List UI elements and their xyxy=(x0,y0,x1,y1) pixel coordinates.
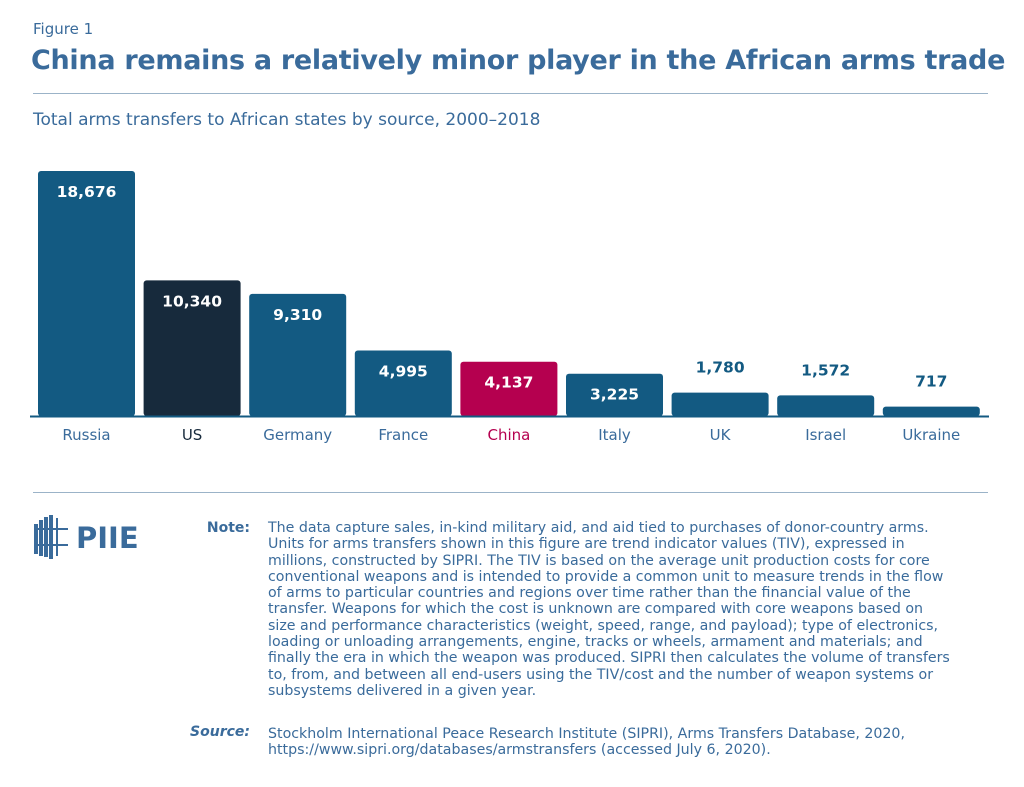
data-label: 3,225 xyxy=(590,386,639,404)
note-line: finally the era in which the weapon was … xyxy=(268,650,950,667)
category-label: France xyxy=(378,426,428,444)
source-label: Source: xyxy=(190,724,250,740)
chart-subtitle: Total arms transfers to African states b… xyxy=(33,110,541,130)
note-line: transfer. Weapons for which the cost is … xyxy=(268,601,924,618)
category-label: Russia xyxy=(62,426,110,444)
bar-china xyxy=(460,361,558,416)
category-label: Italy xyxy=(598,426,631,444)
category-label: China xyxy=(487,426,530,444)
data-label: 1,572 xyxy=(801,361,850,379)
note-line: conventional weapons and is intended to … xyxy=(268,568,944,585)
note-line: to, from, and between all end-users usin… xyxy=(268,666,934,683)
bar-uk xyxy=(671,392,769,416)
note-line: The data capture sales, in-kind military… xyxy=(268,520,929,536)
category-label: UK xyxy=(710,426,732,444)
bar-italy xyxy=(566,373,663,416)
note-line: size and performance characteristics (we… xyxy=(268,617,939,634)
bar-us xyxy=(143,280,241,416)
data-label: 10,340 xyxy=(162,292,222,310)
chart-title: China remains a relatively minor player … xyxy=(31,45,1006,76)
data-label: 4,137 xyxy=(484,374,533,392)
note-line: Units for arms transfers shown in this f… xyxy=(268,536,905,553)
note-line: subsystems delivered in a given year. xyxy=(268,682,537,699)
figure-label: Figure 1 xyxy=(33,20,94,38)
source-line: Stockholm International Peace Research I… xyxy=(268,726,905,742)
data-label: 4,995 xyxy=(379,362,428,380)
category-label: Ukraine xyxy=(902,426,960,444)
bar-israel xyxy=(777,395,875,416)
source-line: https://www.sipri.org/databases/armstran… xyxy=(268,742,771,759)
data-label: 18,676 xyxy=(57,183,117,201)
data-label: 1,780 xyxy=(696,359,745,377)
category-label: US xyxy=(182,426,203,444)
divider xyxy=(33,492,988,493)
bar-chart: 18,676 Russia 10,340 US 9,310 Germany 4,995 Fra… xyxy=(30,171,989,444)
data-label: 717 xyxy=(915,373,947,391)
category-label: Israel xyxy=(805,426,846,444)
bar-france xyxy=(354,350,452,416)
bar-germany xyxy=(249,293,347,416)
note-label: Note: xyxy=(206,520,250,536)
category-label: Germany xyxy=(263,426,332,444)
note-text: The data capture sales, in-kind military… xyxy=(268,520,968,699)
divider xyxy=(33,93,988,94)
source-text: Stockholm International Peace Research I… xyxy=(268,726,968,759)
svg-text:PIIE: PIIE xyxy=(76,521,139,555)
bar-ukraine xyxy=(882,406,980,416)
note-line: millions, constructed by SIPRI. The TIV … xyxy=(268,552,930,569)
data-label: 9,310 xyxy=(273,306,322,324)
note-line: loading or unloading arrangements, engin… xyxy=(268,634,923,651)
note-line: of arms to particular countries and regi… xyxy=(268,585,911,602)
bar-russia xyxy=(38,171,135,416)
piie-logo: PIIE xyxy=(34,514,144,564)
